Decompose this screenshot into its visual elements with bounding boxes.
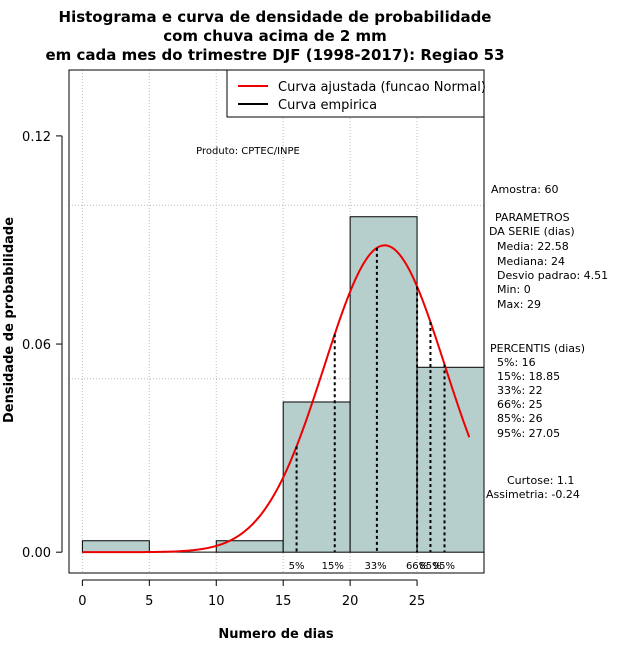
legend-box xyxy=(226,69,485,118)
chart-title-line-3: em cada mes do trimestre DJF (1998-2017)… xyxy=(45,46,504,64)
x-tick-label-3: 15 xyxy=(275,594,292,609)
stat-params-heading: PARAMETROS xyxy=(495,211,570,224)
histogram-bar-5 xyxy=(416,366,485,553)
percentile-layer: 5% 15% 33% 66%85%95% xyxy=(289,247,455,572)
stat-max: Max: 29 xyxy=(497,298,541,311)
stat-p33: 33%: 22 xyxy=(497,384,543,397)
curve-layer xyxy=(82,244,471,554)
stat-p5: 5%: 16 xyxy=(497,356,536,369)
stats-panel: Amostra: 60 PARAMETROS DA SERIE (dias) M… xyxy=(486,183,608,501)
x-tick-label-1: 5 xyxy=(145,594,153,609)
y-tick-label-0: 0.00 xyxy=(22,546,51,561)
x-tick-label-0: 0 xyxy=(78,594,86,609)
percentile-label-5: 95% xyxy=(433,561,455,572)
bars-layer xyxy=(81,216,485,553)
stat-p85: 85%: 26 xyxy=(497,412,543,425)
stat-skewness: Assimetria: -0.24 xyxy=(486,488,580,501)
percentile-label-4: 85% xyxy=(419,561,441,572)
histogram-bar-4 xyxy=(349,216,418,553)
stat-sd: Desvio padrao: 4.51 xyxy=(497,269,608,282)
stat-params-subheading: DA SERIE (dias) xyxy=(489,225,575,238)
stat-p15: 15%: 18.85 xyxy=(497,370,560,383)
product-label: Produto: CPTEC/INPE xyxy=(196,146,300,157)
stat-p66: 66%: 25 xyxy=(497,398,543,411)
x-tick-label-4: 20 xyxy=(342,594,359,609)
percentile-label-3: 66% xyxy=(406,561,428,572)
chart-title-line-2: com chuva acima de 2 mm xyxy=(163,27,387,45)
percentile-label-0: 5% xyxy=(289,561,305,572)
stat-min: Min: 0 xyxy=(497,283,531,296)
y-tick-label-1: 0.06 xyxy=(22,338,51,353)
stat-median: Mediana: 24 xyxy=(497,255,565,268)
y-tick-label-2: 0.12 xyxy=(22,130,51,145)
legend-label-empirical: Curva empirica xyxy=(278,98,377,113)
x-axis-title: Numero de dias xyxy=(218,627,334,642)
stat-percentiles-heading: PERCENTIS (dias) xyxy=(490,342,585,355)
axes-layer: 0 5 10 15 20 25 0.00 0.06 0.12 xyxy=(22,130,425,609)
percentile-label-1: 15% xyxy=(322,561,344,572)
stat-mean: Media: 22.58 xyxy=(497,240,569,253)
stat-sample: Amostra: 60 xyxy=(491,183,558,196)
legend: Curva ajustada (funcao Normal) Curva emp… xyxy=(226,69,486,118)
x-tick-label-2: 10 xyxy=(208,594,225,609)
percentile-label-2: 33% xyxy=(364,561,386,572)
histogram-bar-3 xyxy=(282,401,351,553)
normal-curve-line xyxy=(82,244,471,554)
chart-title-line-1: Histograma e curva de densidade de proba… xyxy=(59,8,492,26)
stat-p95: 95%: 27.05 xyxy=(497,427,560,440)
stat-kurtosis: Curtose: 1.1 xyxy=(507,474,574,487)
x-tick-label-5: 25 xyxy=(409,594,426,609)
legend-label-normal: Curva ajustada (funcao Normal) xyxy=(278,80,486,95)
y-axis-title: Densidade de probabilidade xyxy=(2,217,17,423)
histogram-bar-0 xyxy=(81,540,150,553)
